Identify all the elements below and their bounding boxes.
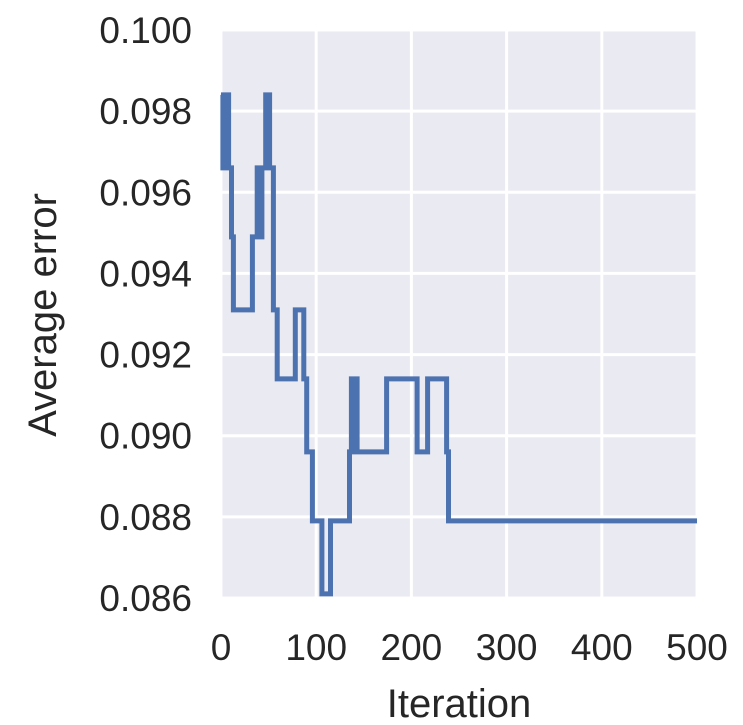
y-tick-label: 0.096 (99, 172, 192, 213)
x-tick-labels: 0 100 200 300 400 500 (211, 627, 728, 668)
x-tick-label: 100 (285, 627, 347, 668)
y-tick-label: 0.098 (99, 91, 192, 132)
series-group (220, 92, 697, 597)
y-tick-label: 0.090 (99, 416, 192, 457)
y-axis-label: Average error (21, 193, 65, 437)
grid (219, 28, 699, 600)
y-tick-label: 0.086 (99, 578, 192, 619)
y-tick-labels: 0.100 0.098 0.096 0.094 0.092 0.090 0.088 0.086 (99, 10, 192, 619)
x-tick-label: 0 (211, 627, 232, 668)
series-line (220, 92, 697, 597)
y-tick-label: 0.088 (99, 497, 192, 538)
y-tick-label: 0.094 (99, 253, 192, 294)
x-axis-label: Iteration (387, 682, 532, 725)
x-tick-label: 200 (381, 627, 443, 668)
y-tick-label: 0.100 (99, 10, 192, 51)
x-tick-label: 500 (666, 627, 728, 668)
plot-background (221, 30, 697, 598)
y-tick-label: 0.092 (99, 335, 192, 376)
x-tick-label: 300 (476, 627, 538, 668)
x-tick-label: 400 (571, 627, 633, 668)
